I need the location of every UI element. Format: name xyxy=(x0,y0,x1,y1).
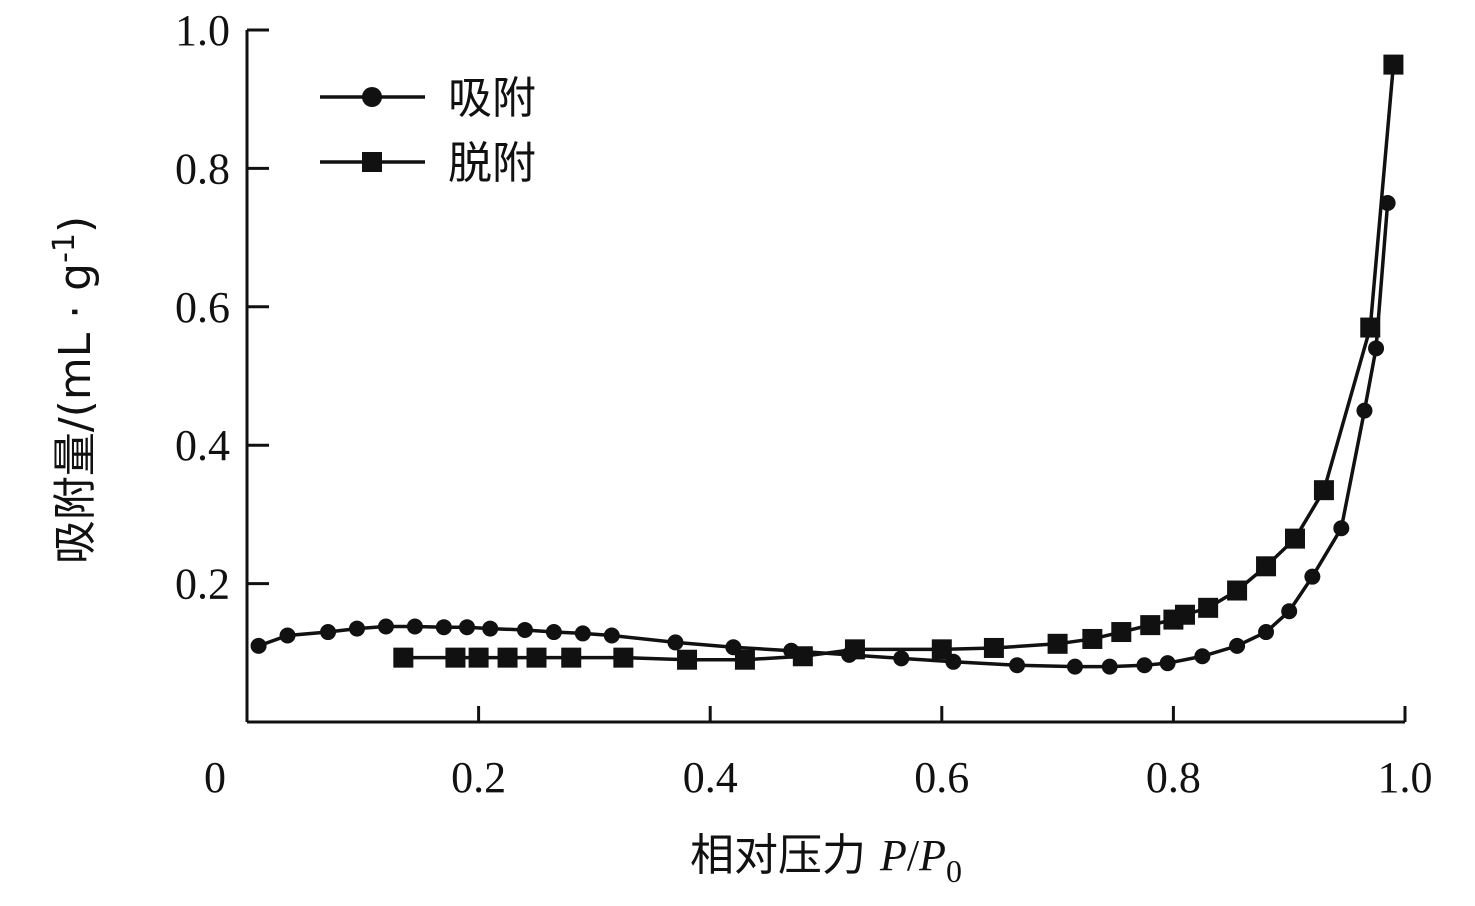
x-axis-title-slash: / xyxy=(907,831,920,880)
data-point-desorption xyxy=(931,639,952,660)
data-point-adsorption xyxy=(893,650,910,667)
data-point-adsorption xyxy=(320,624,337,641)
legend-label-adsorption: 吸附 xyxy=(448,73,536,124)
data-point-desorption xyxy=(983,637,1004,658)
data-point-desorption xyxy=(844,639,865,660)
y-axis-title-superscript: -1 xyxy=(47,233,82,263)
data-point-adsorption xyxy=(1066,658,1083,675)
data-point-desorption xyxy=(1174,604,1195,625)
data-point-desorption xyxy=(468,647,489,668)
y-axis-title: 吸附量/(mL · g-1) xyxy=(47,216,101,564)
legend-label-desorption: 脱附 xyxy=(448,138,536,189)
legend-marker-adsorption xyxy=(362,87,382,107)
x-axis-title: 相对压力 P/P0 xyxy=(690,830,962,889)
legend-item-adsorption: 吸附 xyxy=(320,73,536,124)
data-point-adsorption xyxy=(459,619,476,636)
data-point-desorption xyxy=(792,646,813,667)
y-tick-label: 0.6 xyxy=(175,283,230,332)
y-tick-label: 1.0 xyxy=(175,6,230,55)
data-point-adsorption xyxy=(1356,402,1373,419)
x-ticks: 0 0.2 0.4 0.6 0.8 1.0 xyxy=(204,706,1433,802)
data-point-adsorption xyxy=(667,634,684,651)
series-layer xyxy=(250,54,1404,675)
x-tick-label: 1.0 xyxy=(1378,753,1433,802)
series-line-desorption xyxy=(403,64,1396,662)
data-point-adsorption xyxy=(1101,658,1118,675)
data-point-desorption xyxy=(1284,528,1305,549)
legend-marker-desorption xyxy=(362,152,382,172)
y-axis-title-main: 吸附量/(mL · g xyxy=(50,263,101,564)
data-point-desorption xyxy=(1111,622,1132,643)
data-point-adsorption xyxy=(1281,603,1298,620)
data-point-desorption xyxy=(1047,633,1068,654)
series-desorption xyxy=(393,54,1404,670)
data-point-desorption xyxy=(497,647,518,668)
x-tick-label: 0.8 xyxy=(1146,753,1201,802)
data-point-adsorption xyxy=(1229,637,1246,654)
data-point-adsorption xyxy=(250,637,267,654)
data-point-desorption xyxy=(1198,597,1219,618)
x-axis-title-p: P xyxy=(879,831,907,880)
data-point-adsorption xyxy=(406,618,423,635)
data-point-adsorption xyxy=(1333,520,1350,537)
legend: 吸附 脱附 xyxy=(320,73,536,189)
y-ticks: 0.2 0.4 0.6 0.8 1.0 xyxy=(175,6,269,609)
data-point-adsorption xyxy=(279,627,296,644)
y-tick-label: 0.8 xyxy=(175,144,230,193)
data-point-desorption xyxy=(1360,317,1381,338)
series-adsorption xyxy=(250,195,1396,675)
x-tick-label: 0.6 xyxy=(914,753,969,802)
legend-item-desorption: 脱附 xyxy=(320,138,536,189)
data-point-desorption xyxy=(734,649,755,670)
data-point-adsorption xyxy=(1368,340,1385,357)
data-point-adsorption xyxy=(516,621,533,638)
y-tick-label: 0.4 xyxy=(175,421,230,470)
data-point-adsorption xyxy=(545,624,562,641)
data-point-desorption xyxy=(1383,54,1404,75)
data-point-adsorption xyxy=(1379,195,1396,211)
x-tick-label: 0.4 xyxy=(683,753,738,802)
data-point-desorption xyxy=(1082,628,1103,649)
data-point-adsorption xyxy=(482,620,499,637)
data-point-adsorption xyxy=(349,620,366,637)
data-point-desorption xyxy=(677,649,698,670)
x-axis-title-p0: P xyxy=(918,831,946,880)
data-point-desorption xyxy=(393,647,414,668)
series-line-adsorption xyxy=(257,202,1390,669)
axes xyxy=(245,30,1405,724)
data-point-desorption xyxy=(445,647,466,668)
data-point-adsorption xyxy=(1194,648,1211,665)
y-axis-title-close: ) xyxy=(50,216,101,233)
data-point-desorption xyxy=(1227,580,1248,601)
data-point-desorption xyxy=(526,647,547,668)
data-point-adsorption xyxy=(1258,624,1275,641)
data-point-desorption xyxy=(1313,480,1334,501)
data-point-adsorption xyxy=(1304,568,1321,585)
data-point-adsorption xyxy=(377,618,394,635)
x-axis-title-subscript: 0 xyxy=(946,853,962,889)
y-tick-label: 0.2 xyxy=(175,560,230,609)
x-tick-label: 0.2 xyxy=(451,753,506,802)
data-point-adsorption xyxy=(1136,657,1153,674)
data-point-desorption xyxy=(561,647,582,668)
data-point-desorption xyxy=(1140,615,1161,636)
data-point-desorption xyxy=(1256,556,1277,577)
data-point-adsorption xyxy=(1009,657,1026,674)
data-point-adsorption xyxy=(574,625,591,642)
x-axis-title-prefix: 相对压力 xyxy=(690,830,880,881)
data-point-desorption xyxy=(613,647,634,668)
x-tick-label: 0 xyxy=(204,753,226,802)
data-point-adsorption xyxy=(1159,655,1176,672)
data-point-adsorption xyxy=(435,619,452,636)
data-point-adsorption xyxy=(603,627,620,644)
